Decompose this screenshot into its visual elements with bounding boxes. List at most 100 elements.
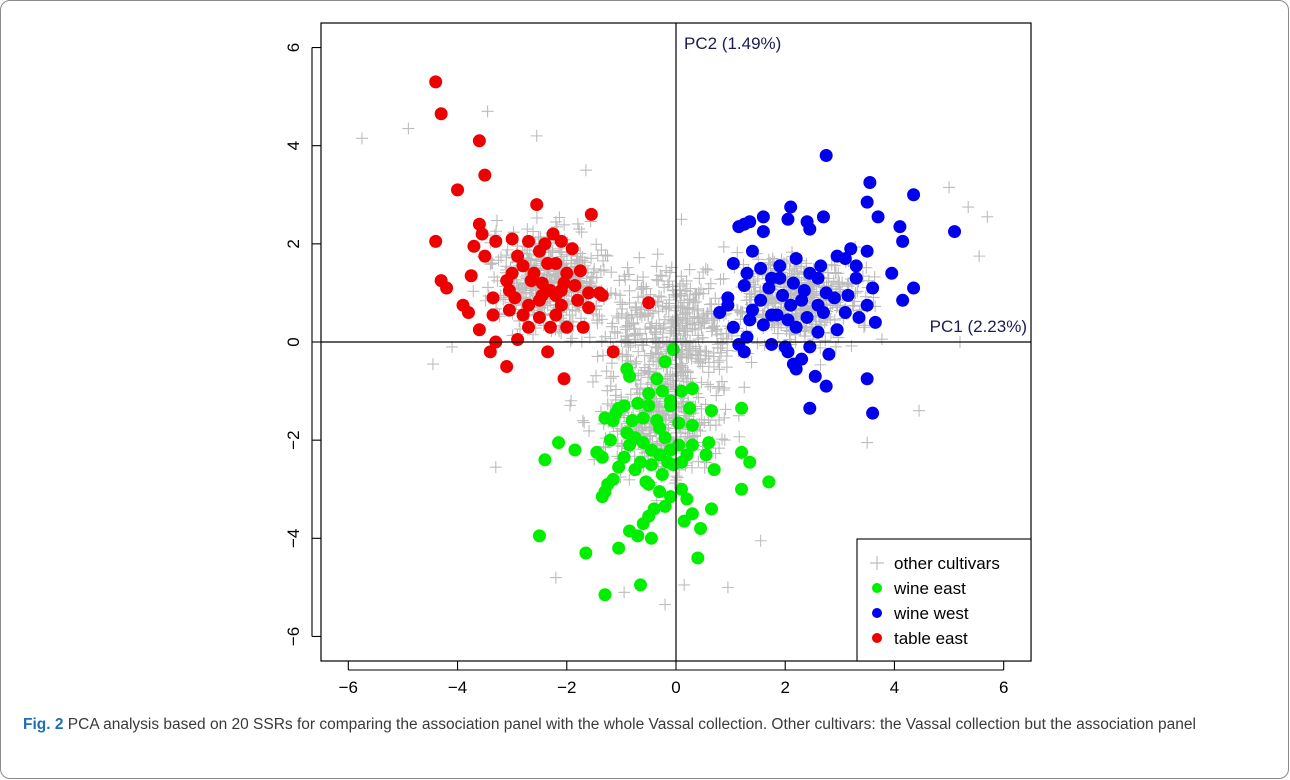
wine-east-point [642, 399, 656, 413]
wine-west-point [737, 279, 751, 293]
other-cultivar-point [573, 222, 586, 235]
wine-west-point [745, 244, 759, 258]
other-cultivar-point [633, 308, 646, 321]
wine-east-point [625, 414, 639, 428]
wine-east-point [634, 578, 647, 592]
other-cultivar-point [715, 375, 728, 388]
other-cultivar-point [943, 181, 956, 194]
wine-west-point [811, 271, 825, 285]
wine-west-point [860, 244, 874, 258]
table-east-point [522, 320, 536, 334]
other-cultivar-point [650, 260, 663, 273]
other-cultivar-point [675, 301, 688, 314]
other-cultivar-point [590, 238, 603, 251]
wine-west-point [866, 281, 880, 295]
other-cultivar-point [621, 333, 634, 346]
other-cultivar-point [788, 264, 801, 277]
other-cultivar-point [675, 270, 688, 283]
other-cultivar-point [651, 248, 664, 261]
other-cultivar-point [613, 274, 626, 287]
table-east-point [478, 249, 492, 263]
other-cultivar-point [681, 294, 694, 307]
other-cultivar-point [614, 289, 627, 302]
table-east-point [502, 303, 516, 317]
other-cultivar-point [583, 331, 596, 344]
other-cultivar-point [669, 304, 682, 317]
wine-west-point [871, 210, 885, 224]
x-tick-label: −6 [339, 678, 358, 697]
other-cultivar-point [692, 355, 705, 368]
table-east-point [557, 372, 571, 386]
other-cultivar-point [484, 258, 497, 271]
table-east-point [516, 259, 530, 273]
y-tick-label: 4 [284, 141, 303, 150]
other-cultivar-point [718, 434, 731, 447]
other-cultivar-point [713, 413, 726, 426]
wine-east-point [735, 445, 749, 459]
wine-west-point [844, 242, 858, 256]
table-east-point [516, 308, 530, 322]
other-cultivar-point [719, 403, 732, 416]
other-cultivar-point [553, 211, 566, 224]
wine-west-point [896, 293, 910, 307]
wine-west-point [896, 234, 910, 248]
other-cultivar-point [597, 263, 610, 276]
table-east-point [642, 296, 656, 310]
other-cultivar-point [689, 295, 702, 308]
other-cultivar-point [495, 251, 508, 264]
other-cultivar-point [653, 290, 666, 303]
group-points [429, 75, 962, 602]
other-cultivar-point [745, 356, 758, 369]
other-cultivar-point [679, 430, 692, 443]
table-east-point [508, 291, 522, 305]
other-cultivar-point [962, 201, 975, 214]
other-cultivar-point [601, 397, 614, 410]
wine-west-point [740, 266, 754, 280]
other-cultivar-point [679, 329, 692, 342]
table-east-point [573, 264, 587, 278]
other-cultivar-point [704, 277, 717, 290]
other-cultivar-point [713, 442, 726, 455]
other-cultivar-point [701, 378, 714, 391]
table-east-point [500, 274, 514, 288]
wine-west-point [803, 401, 817, 415]
other-cultivar-point [501, 243, 514, 256]
other-cultivar-point [704, 298, 717, 311]
table-east-point [472, 217, 486, 231]
other-cultivar-point [631, 311, 644, 324]
wine-east-point [664, 399, 678, 413]
wine-west-point [800, 215, 814, 229]
other-cultivar-point [685, 461, 698, 474]
table-east-point [486, 291, 500, 305]
legend-label: other cultivars [894, 554, 1000, 573]
other-cultivar-point [601, 384, 614, 397]
other-cultivar-point [638, 349, 651, 362]
other-cultivar-point [621, 261, 634, 274]
other-cultivar-point [446, 340, 459, 353]
other-cultivar-point [630, 355, 643, 368]
other-cultivar-point [616, 298, 629, 311]
wine-east-point [694, 521, 708, 535]
other-cultivar-point [825, 258, 838, 271]
other-cultivar-point [692, 312, 705, 325]
wine-east-point [661, 455, 675, 469]
other-cultivar-point [632, 291, 645, 304]
other-cultivar-point [668, 477, 681, 490]
wine-east-point [705, 502, 718, 516]
table-east-point [461, 306, 475, 320]
other-cultivar-point [606, 317, 619, 330]
other-cultivar-point [819, 334, 832, 347]
other-cultivar-point [754, 534, 767, 547]
other-cultivar-point [671, 311, 684, 324]
wine-east-point [655, 468, 669, 482]
wine-east-point [743, 455, 757, 469]
other-cultivar-point [644, 349, 657, 362]
wine-west-point [762, 281, 776, 295]
other-cultivar-point [693, 272, 706, 285]
wine-east-point [598, 485, 612, 499]
table-east-point [472, 134, 486, 148]
wine-west-point [863, 176, 877, 189]
other-cultivar-point [611, 309, 624, 322]
other-cultivar-point [736, 305, 749, 318]
caption-text: PCA analysis based on 20 SSRs for compar… [67, 716, 1196, 733]
